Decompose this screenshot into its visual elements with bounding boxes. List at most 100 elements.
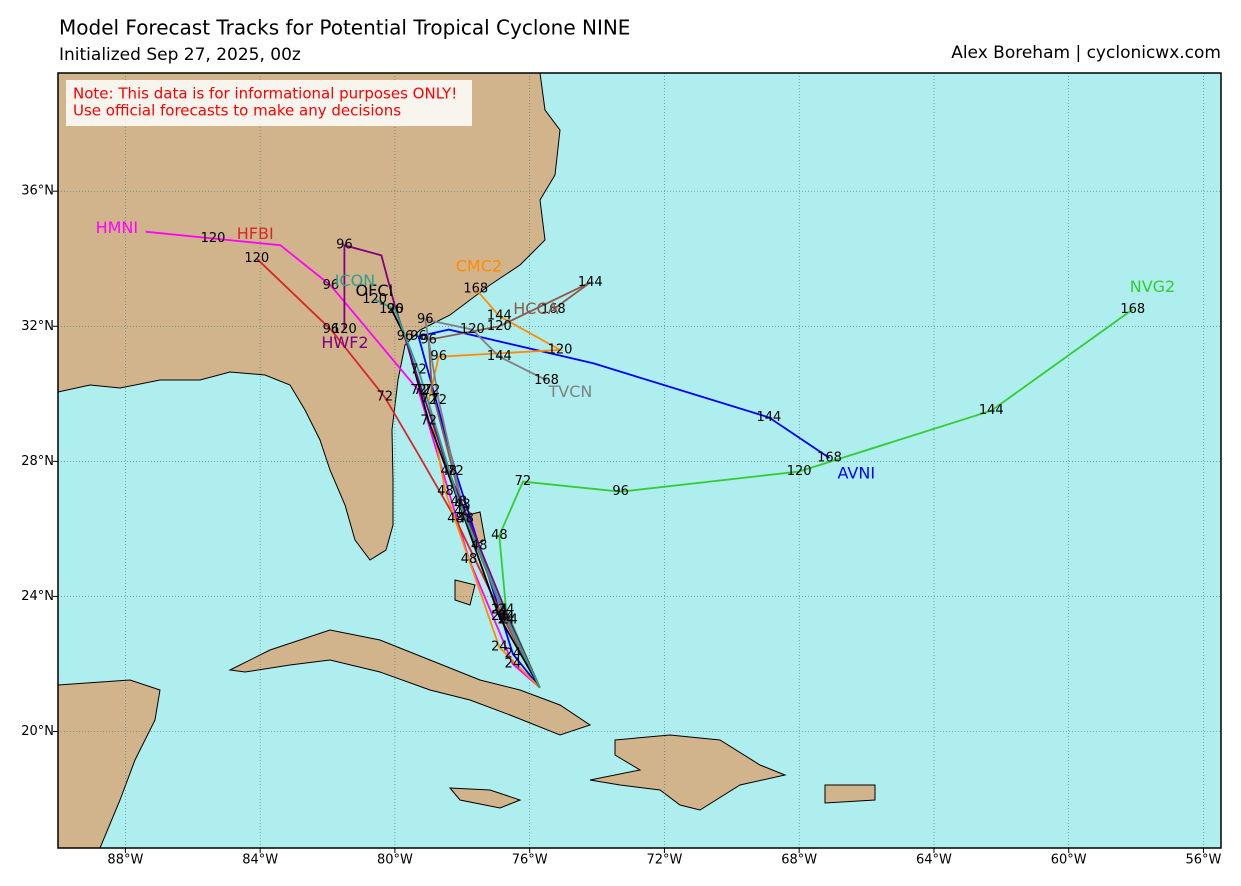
forecast-hour-label: 120 — [362, 292, 387, 307]
forecast-hour-label: 72 — [410, 363, 427, 378]
track-name: HWF2 — [321, 333, 368, 352]
track-line — [417, 328, 831, 689]
forecast-hour-label: 120 — [201, 231, 226, 246]
track-name: OFCI — [356, 281, 394, 300]
track-name: HMNI — [96, 218, 139, 237]
forecast-hour-label: 168 — [541, 302, 566, 317]
forecast-hour-label: 96 — [410, 329, 427, 344]
forecast-hour-label: 48 — [451, 494, 468, 509]
forecast-hour-label: 72 — [515, 474, 532, 489]
track-line — [498, 308, 1134, 688]
forecast-hour-label: 144 — [756, 410, 781, 425]
x-tick-label: 84°W — [242, 853, 278, 868]
track-line — [343, 244, 541, 688]
credit: Alex Boreham | cyclonicwx.com — [951, 43, 1221, 63]
x-tick-label: 60°W — [1051, 853, 1087, 868]
forecast-hour-label: 48 — [461, 552, 478, 567]
forecast-hour-label: 72 — [430, 393, 447, 408]
track-name: ICON — [335, 271, 375, 290]
forecast-hour-label: 24 — [491, 609, 508, 624]
forecast-hour-label: 144 — [979, 403, 1004, 418]
forecast-hour-label: 24 — [501, 613, 518, 628]
forecast-hour-label: 24 — [491, 602, 508, 617]
track-name: AVNI — [838, 463, 876, 482]
track-name: NVG2 — [1130, 277, 1176, 296]
y-tick-label: 28°N — [21, 454, 54, 469]
forecast-hour-label: 168 — [534, 373, 559, 388]
note-line: Use official forecasts to make any decis… — [73, 102, 401, 120]
forecast-hour-label: 96 — [387, 302, 404, 317]
land — [57, 72, 876, 849]
forecast-hour-label: 144 — [487, 349, 512, 364]
forecast-hour-label: 120 — [332, 322, 357, 337]
frame — [57, 72, 1222, 849]
track-name: CMC2 — [456, 257, 502, 276]
track-name: HFBI — [237, 224, 274, 243]
title: Model Forecast Tracks for Potential Trop… — [59, 16, 630, 40]
forecast-hour-label: 96 — [417, 312, 434, 327]
forecast-hour-label: 24 — [505, 656, 522, 671]
forecast-hour-label: 168 — [817, 450, 842, 465]
track-line — [374, 298, 541, 688]
forecast-hour-label: 24 — [498, 613, 515, 628]
forecast-hour-label: 48 — [454, 504, 471, 519]
forecast-hour-label: 48 — [471, 538, 488, 553]
y-tick-label: 24°N — [21, 589, 54, 604]
x-tick-label: 88°W — [107, 853, 143, 868]
tracks: 24487296144168AVNI24487296120144168NVG22… — [96, 218, 1176, 689]
subtitle: Initialized Sep 27, 2025, 00z — [59, 45, 301, 65]
forecast-hour-label: 24 — [498, 609, 515, 624]
forecast-hour-label: 24 — [491, 640, 508, 655]
forecast-hour-label: 72 — [377, 390, 394, 405]
x-tick-label: 68°W — [781, 853, 817, 868]
track-line — [145, 230, 541, 689]
y-tick-label: 32°N — [21, 319, 54, 334]
forecast-hour-label: 24 — [498, 613, 515, 628]
forecast-hour-label: 120 — [379, 302, 404, 317]
forecast-hour-label: 120 — [787, 464, 812, 479]
track-name: HCCA — [513, 299, 558, 318]
forecast-hour-label: 96 — [397, 329, 414, 344]
forecast-hour-label: 72 — [420, 393, 437, 408]
forecast-hour-label: 120 — [548, 342, 573, 357]
forecast-hour-label: 120 — [487, 319, 512, 334]
forecast-hour-label: 48 — [491, 528, 508, 543]
forecast-hour-label: 168 — [463, 282, 488, 297]
track-name: TVCN — [548, 382, 593, 401]
forecast-hour-label: 96 — [323, 322, 340, 337]
x-tick-label: 76°W — [512, 853, 548, 868]
note-box — [66, 80, 472, 126]
forecast-hour-label: 120 — [460, 322, 485, 337]
forecast-hour-label: 48 — [454, 498, 471, 513]
forecast-hour-label: 24 — [498, 602, 515, 617]
forecast-hour-label: 24 — [505, 646, 522, 661]
forecast-hour-label: 144 — [578, 275, 603, 290]
x-tick-label: 64°W — [916, 853, 952, 868]
forecast-hour-label: 120 — [244, 251, 269, 266]
forecast-hour-label: 72 — [424, 383, 441, 398]
track-line — [256, 258, 541, 689]
x-tick-label: 80°W — [377, 853, 413, 868]
forecast-hour-label: 168 — [1120, 302, 1145, 317]
y-tick-label: 20°N — [21, 724, 54, 739]
forecast-hour-label: 144 — [487, 309, 512, 324]
x-tick-label: 56°W — [1186, 853, 1222, 868]
note-line: Note: This data is for informational pur… — [73, 85, 457, 103]
forecast-hour-label: 96 — [336, 238, 353, 253]
y-tick-label: 36°N — [21, 184, 54, 199]
forecast-hour-label: 48 — [441, 464, 458, 479]
forecast-hour-label: 48 — [447, 511, 464, 526]
grid — [58, 73, 1221, 848]
forecast-hour-label: 72 — [420, 413, 437, 428]
forecast-hour-label: 96 — [430, 349, 447, 364]
forecast-hour-label: 96 — [612, 484, 629, 499]
forecast-hour-label: 72 — [410, 383, 427, 398]
forecast-hour-label: 48 — [437, 484, 454, 499]
forecast-hour-label: 96 — [420, 332, 437, 347]
forecast-hour-label: 72 — [447, 464, 464, 479]
forecast-hour-label: 96 — [323, 278, 340, 293]
forecast-hour-label: 48 — [457, 511, 474, 526]
forecast-hour-label: 72 — [414, 383, 431, 398]
x-tick-label: 72°W — [646, 853, 682, 868]
